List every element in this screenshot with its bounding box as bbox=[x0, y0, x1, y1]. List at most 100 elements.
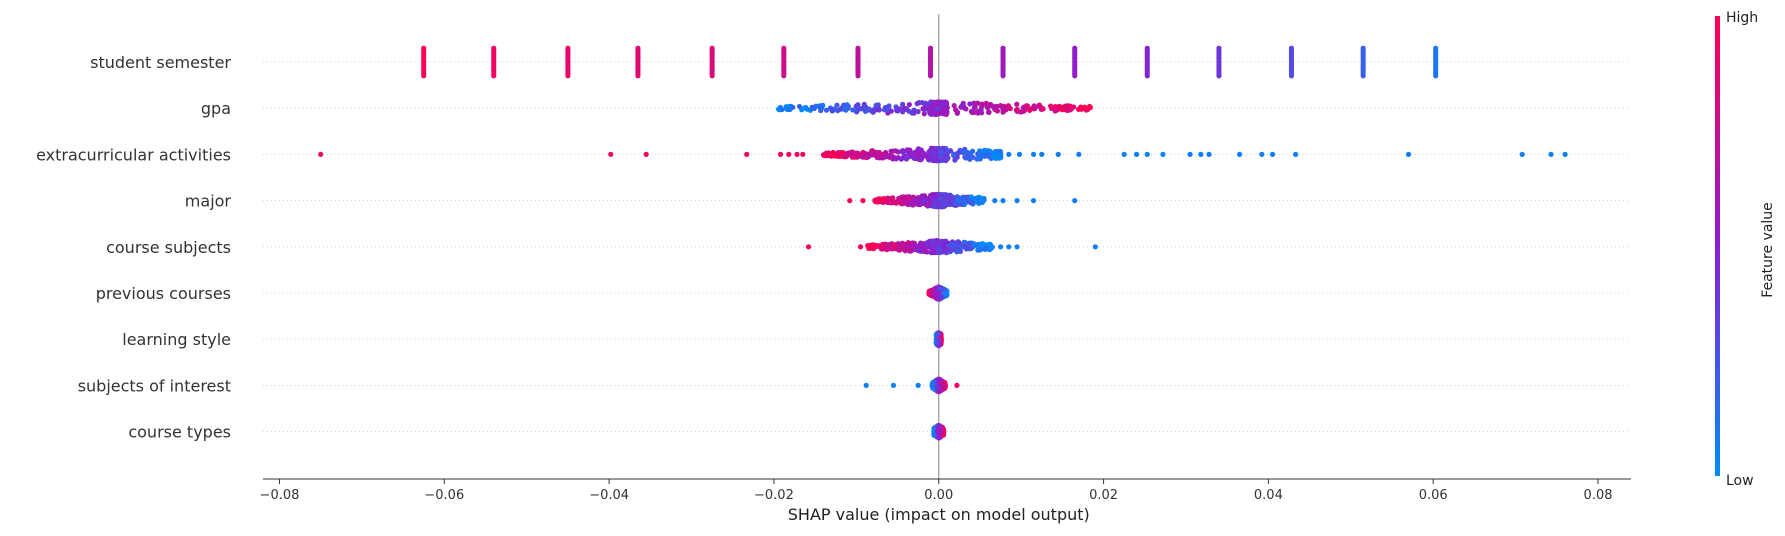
data-point bbox=[643, 151, 649, 157]
data-point bbox=[1187, 151, 1193, 157]
data-point bbox=[1039, 151, 1045, 157]
data-point bbox=[840, 103, 847, 109]
data-point bbox=[956, 197, 963, 203]
data-point bbox=[1000, 198, 1006, 204]
data-point bbox=[965, 241, 971, 247]
data-point bbox=[951, 103, 957, 109]
data-point bbox=[968, 108, 975, 115]
data-point bbox=[855, 102, 861, 108]
data-point bbox=[880, 155, 886, 161]
data-point bbox=[997, 244, 1004, 250]
data-point bbox=[1548, 151, 1554, 157]
data-point bbox=[985, 153, 992, 159]
data-point bbox=[935, 331, 941, 337]
feature-label: student semester bbox=[90, 53, 231, 72]
data-point bbox=[1052, 108, 1058, 114]
feature-label: gpa bbox=[201, 99, 231, 118]
data-point bbox=[927, 73, 934, 79]
data-point bbox=[882, 149, 889, 156]
data-point bbox=[781, 73, 787, 79]
data-point bbox=[973, 100, 979, 107]
data-point bbox=[932, 111, 939, 117]
data-point bbox=[1068, 106, 1074, 112]
data-point bbox=[709, 73, 715, 79]
data-point bbox=[943, 111, 950, 117]
data-point bbox=[1059, 107, 1065, 113]
data-point bbox=[950, 152, 957, 158]
data-point bbox=[1259, 151, 1265, 157]
data-point bbox=[940, 243, 946, 249]
data-point bbox=[955, 150, 961, 156]
data-point bbox=[900, 101, 906, 107]
data-point bbox=[892, 199, 899, 205]
data-point bbox=[859, 154, 865, 160]
data-point bbox=[1072, 73, 1078, 79]
data-point bbox=[972, 104, 978, 111]
x-axis: −0.08 −0.06 −0.04 −0.02 0.00 0.02 0.04 0.06 0.08 bbox=[260, 478, 1631, 503]
data-point bbox=[865, 244, 872, 250]
data-point bbox=[940, 382, 946, 388]
feature-row bbox=[926, 284, 950, 302]
data-point bbox=[1030, 151, 1037, 157]
data-point bbox=[921, 111, 927, 117]
data-point bbox=[1360, 73, 1366, 79]
data-point bbox=[979, 196, 985, 202]
data-point bbox=[845, 105, 851, 111]
data-point bbox=[890, 195, 896, 201]
data-point bbox=[1133, 151, 1140, 157]
data-point bbox=[944, 156, 950, 162]
data-point bbox=[1144, 151, 1150, 157]
data-point bbox=[1292, 151, 1299, 157]
x-tick-label: −0.04 bbox=[589, 488, 629, 503]
data-point bbox=[893, 156, 899, 162]
data-point bbox=[919, 193, 925, 199]
data-point bbox=[1000, 105, 1006, 112]
data-point bbox=[872, 197, 878, 203]
data-point bbox=[1006, 244, 1012, 250]
feature-label: course types bbox=[128, 423, 231, 442]
data-point bbox=[876, 196, 882, 202]
x-tick-label: −0.02 bbox=[754, 488, 794, 503]
data-point bbox=[936, 106, 942, 112]
x-tick-label: 0.06 bbox=[1419, 488, 1448, 503]
data-point bbox=[1288, 73, 1295, 79]
data-point bbox=[1206, 151, 1212, 157]
data-point bbox=[937, 153, 943, 160]
x-axis-title: SHAP value (impact on model output) bbox=[788, 505, 1090, 524]
x-tick-label: 0.04 bbox=[1254, 488, 1283, 503]
data-point bbox=[1014, 198, 1020, 204]
data-point bbox=[834, 102, 840, 108]
data-point bbox=[938, 149, 944, 155]
data-point bbox=[1562, 151, 1568, 157]
data-point bbox=[993, 107, 999, 113]
data-point bbox=[874, 107, 880, 113]
data-point bbox=[935, 245, 941, 251]
feature-label: extracurricular activities bbox=[36, 145, 231, 164]
data-point bbox=[779, 107, 785, 113]
data-point bbox=[915, 382, 921, 388]
data-point bbox=[893, 148, 899, 154]
feature-label: subjects of interest bbox=[78, 376, 231, 395]
data-point bbox=[935, 337, 942, 343]
feature-row bbox=[933, 330, 944, 349]
data-point bbox=[861, 106, 867, 112]
data-point bbox=[960, 194, 966, 200]
data-point bbox=[918, 156, 925, 162]
data-point bbox=[931, 151, 937, 157]
data-point bbox=[941, 102, 947, 108]
data-point bbox=[888, 148, 894, 154]
data-point bbox=[861, 101, 867, 107]
data-point bbox=[744, 151, 750, 157]
data-point bbox=[1000, 73, 1006, 79]
colorbar-high-label: High bbox=[1726, 10, 1758, 26]
data-point bbox=[1072, 198, 1078, 204]
data-point bbox=[863, 382, 869, 388]
data-points bbox=[318, 45, 1568, 441]
data-point bbox=[995, 154, 1001, 161]
data-point bbox=[941, 286, 947, 293]
data-point bbox=[1121, 151, 1127, 157]
feature-row bbox=[931, 422, 947, 441]
data-point bbox=[860, 198, 866, 204]
feature-labels: student semester gpa extracurricular activ… bbox=[36, 53, 231, 442]
